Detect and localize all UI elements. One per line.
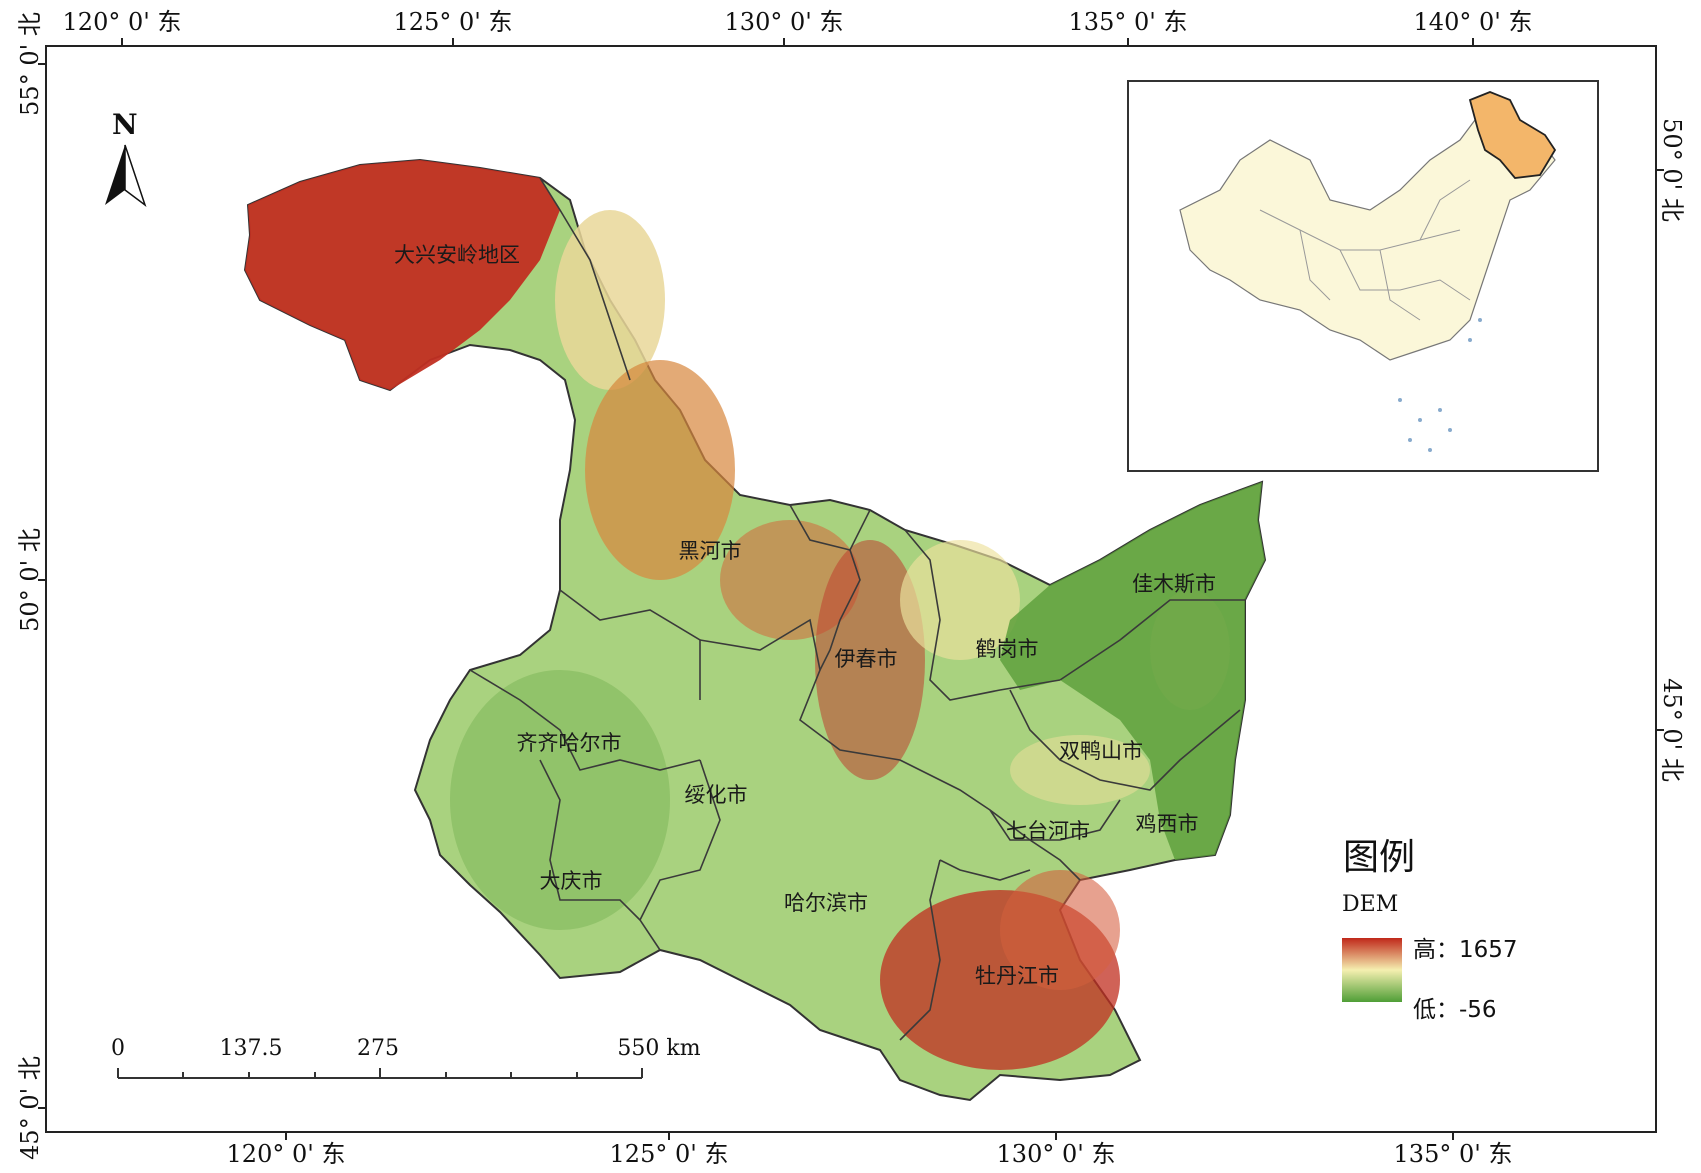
graticule-bottom-label: 120° 0' 东 <box>226 1140 346 1168</box>
scale-label: 275 <box>357 1036 399 1061</box>
region-label: 绥化市 <box>684 783 748 807</box>
graticule-top-label: 120° 0' 东 <box>62 8 182 36</box>
prefecture-boundaries <box>469 177 1245 1041</box>
region-label: 鹤岗市 <box>975 637 1039 661</box>
scale-label: 0 <box>111 1036 125 1061</box>
inset-heilongjiang <box>1468 91 1557 179</box>
inset-china <box>1179 109 1556 361</box>
region-label: 哈尔滨市 <box>784 891 868 915</box>
region-label: 大兴安岭地区 <box>394 243 520 267</box>
inset-islands <box>1398 318 1482 452</box>
region-label: 牡丹江市 <box>975 964 1059 988</box>
region-label: 鸡西市 <box>1135 812 1199 836</box>
graticule-top-label: 140° 0' 东 <box>1413 8 1533 36</box>
legend-low-label: 低：-56 <box>1413 997 1497 1023</box>
dem-shading <box>245 160 1265 1070</box>
legend-subtitle: DEM <box>1342 892 1399 917</box>
graticule-ticks <box>38 38 1664 1140</box>
north-arrow-icon <box>105 144 147 208</box>
region-label: 齐齐哈尔市 <box>516 731 622 755</box>
legend-title: 图例 <box>1343 837 1416 878</box>
region-label: 伊春市 <box>834 647 898 671</box>
scale-label: 550 km <box>617 1036 701 1061</box>
legend-color-ramp <box>1342 938 1402 1002</box>
scale-label: 137.5 <box>219 1036 283 1061</box>
graticule-top-label: 130° 0' 东 <box>724 8 844 36</box>
region-label: 七台河市 <box>1006 819 1090 843</box>
north-label: N <box>112 108 138 141</box>
region-label: 双鸭山市 <box>1059 739 1143 763</box>
graticule-bottom-label: 135° 0' 东 <box>1393 1140 1513 1168</box>
graticule-bottom-label: 125° 0' 东 <box>609 1140 729 1168</box>
graticule-bottom-label: 130° 0' 东 <box>996 1140 1116 1168</box>
region-label: 大庆市 <box>539 869 603 893</box>
scale-bar <box>117 1068 643 1079</box>
inset-map <box>1127 80 1599 472</box>
graticule-top-label: 125° 0' 东 <box>393 8 513 36</box>
graticule-top-label: 135° 0' 东 <box>1068 8 1188 36</box>
region-label: 佳木斯市 <box>1132 572 1216 596</box>
legend-high-label: 高：1657 <box>1413 937 1518 963</box>
region-label: 黑河市 <box>678 539 742 563</box>
